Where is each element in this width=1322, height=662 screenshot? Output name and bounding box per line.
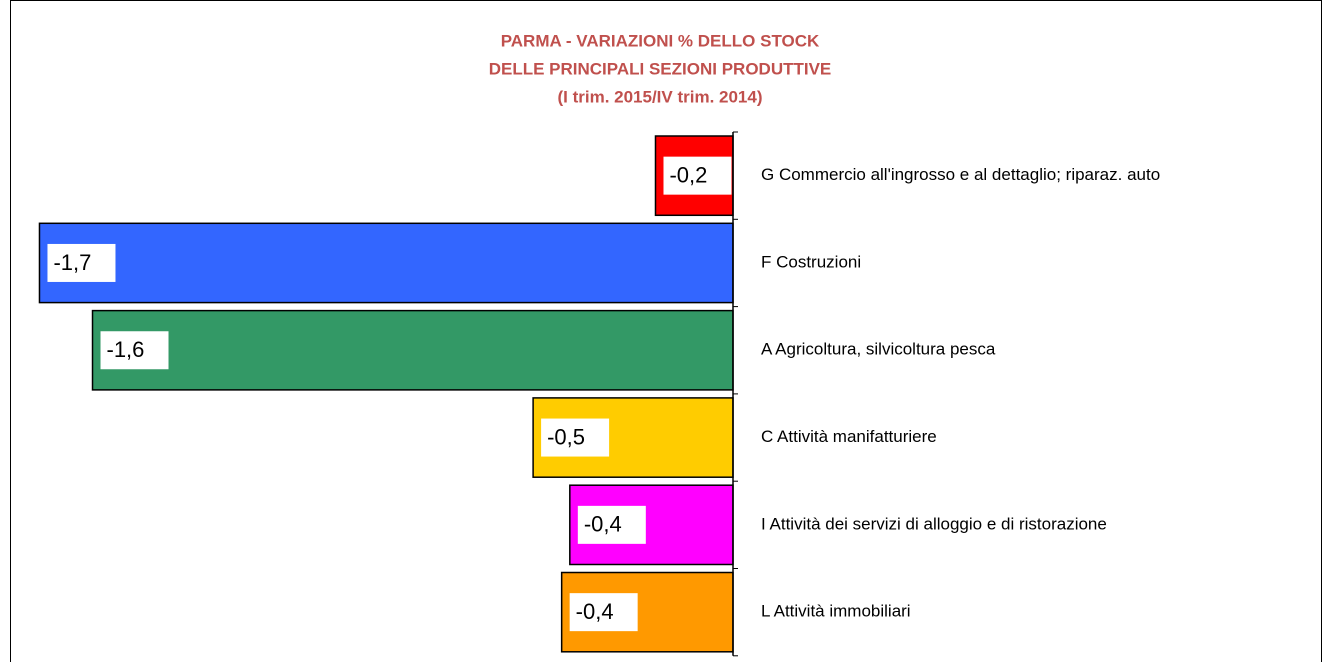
category-label: I Attività dei servizi di alloggio e di … — [761, 514, 1107, 533]
value-label: -1,6 — [107, 337, 145, 362]
category-label: A Agricoltura, silvicoltura pesca — [761, 340, 996, 359]
value-label-box — [577, 505, 646, 544]
category-label: F Costruzioni — [761, 252, 861, 271]
value-label: -0,5 — [547, 424, 585, 449]
chart-title: DELLE PRINCIPALI SEZIONI PRODUTTIVE — [489, 59, 832, 78]
category-label: L Attività immobiliari — [761, 602, 911, 621]
value-label-box — [663, 156, 732, 195]
value-label: -1,7 — [53, 250, 91, 275]
chart-title: (I trim. 2015/IV trim. 2014) — [557, 87, 762, 106]
value-label-box — [569, 593, 638, 632]
value-label: -0,2 — [669, 162, 707, 187]
value-label: -0,4 — [576, 599, 614, 624]
bar — [38, 222, 734, 304]
category-label: G Commercio all'ingrosso e al dettaglio;… — [761, 165, 1160, 184]
bar — [91, 309, 734, 391]
category-label: C Attività manifatturiere — [761, 427, 937, 446]
value-label-box — [100, 331, 169, 370]
value-label-box — [541, 418, 610, 457]
value-label-box — [47, 243, 116, 282]
chart-title: PARMA - VARIAZIONI % DELLO STOCK — [501, 31, 820, 50]
value-label: -0,4 — [584, 512, 622, 537]
